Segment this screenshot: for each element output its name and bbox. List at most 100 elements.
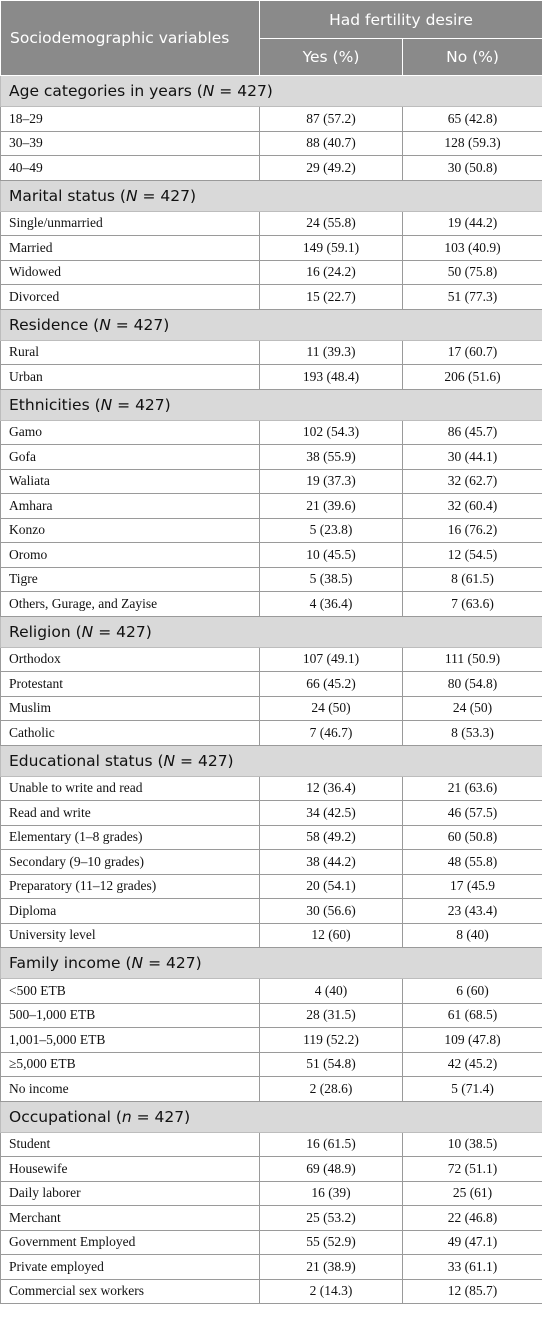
table-row: Secondary (9–10 grades) 38 (44.2) 48 (55.8… (0, 849, 542, 875)
no-value: 30 (50.8) (401, 155, 542, 181)
section-header-row: Age categories in years (N = 427) (0, 75, 542, 107)
yes-value: 2 (28.6) (259, 1076, 403, 1102)
section-title: Age categories in years (N = 427) (0, 75, 542, 107)
no-value: 25 (61) (401, 1180, 542, 1206)
no-value: 61 (68.5) (401, 1002, 542, 1028)
no-value: 17 (60.7) (401, 339, 542, 365)
yes-value: 5 (38.5) (259, 566, 403, 592)
section-title-text: Age categories in years ( (9, 82, 203, 100)
yes-value: 102 (54.3) (259, 419, 403, 445)
yes-value: 21 (38.9) (259, 1254, 403, 1280)
row-label: Daily laborer (0, 1180, 260, 1206)
yes-value: 28 (31.5) (259, 1002, 403, 1028)
row-label: Orthodox (0, 646, 260, 672)
sample-size-value: = 427) (175, 751, 234, 770)
section-header-row: Religion (N = 427) (0, 615, 542, 648)
yes-value: 4 (36.4) (259, 591, 403, 617)
sample-size-symbol: N (81, 622, 94, 641)
row-label: Konzo (0, 517, 260, 543)
row-label: Urban (0, 364, 260, 390)
yes-value: 24 (50) (259, 695, 403, 721)
row-label: 18–29 (0, 106, 260, 132)
table-row: Rural 11 (39.3) 17 (60.7) (0, 339, 542, 365)
table-row: Housewife 69 (48.9) 72 (51.1) (0, 1156, 542, 1182)
sample-size-symbol: N (99, 315, 111, 334)
variables-header: Sociodemographic variables (0, 0, 260, 76)
table-row: Private employed 21 (38.9) 33 (61.1) (0, 1254, 542, 1280)
yes-value: 38 (44.2) (259, 849, 403, 875)
sample-size-symbol: N (100, 395, 113, 414)
yes-value: 38 (55.9) (259, 444, 403, 470)
table-row: <500 ETB 4 (40) 6 (60) (0, 978, 542, 1004)
sample-size-value: = 427) (131, 1107, 191, 1126)
yes-value: 58 (49.2) (259, 824, 403, 850)
yes-value: 10 (45.5) (259, 542, 403, 568)
yes-value: 12 (60) (259, 922, 403, 948)
row-label: 1,001–5,000 ETB (0, 1027, 260, 1053)
yes-value: 16 (61.5) (259, 1131, 403, 1157)
no-value: 8 (53.3) (401, 720, 542, 746)
no-value: 17 (45.9 (401, 873, 542, 899)
table-row: Diploma 30 (56.6) 23 (43.4) (0, 898, 542, 924)
yes-value: 20 (54.1) (259, 873, 403, 899)
row-label: Elementary (1–8 grades) (0, 824, 260, 850)
row-label: No income (0, 1076, 260, 1102)
row-label: Muslim (0, 695, 260, 721)
no-value: 86 (45.7) (401, 419, 542, 445)
yes-value: 11 (39.3) (259, 339, 403, 365)
table-row: Single/unmarried 24 (55.8) 19 (44.2) (0, 210, 542, 236)
row-label: Amhara (0, 493, 260, 519)
row-label: Tigre (0, 566, 260, 592)
yes-value: 24 (55.8) (259, 210, 403, 236)
table-row: Amhara 21 (39.6) 32 (60.4) (0, 493, 542, 519)
yes-value: 107 (49.1) (259, 646, 403, 672)
sample-size-symbol: N (125, 186, 138, 205)
no-value: 111 (50.9) (401, 646, 542, 672)
yes-value: 88 (40.7) (259, 130, 403, 156)
yes-value: 21 (39.6) (259, 493, 403, 519)
table-row: Commercial sex workers 2 (14.3) 12 (85.7) (0, 1278, 542, 1304)
no-value: 49 (47.1) (401, 1229, 542, 1255)
section-title: Ethnicities (N = 427) (0, 388, 542, 421)
yes-value: 55 (52.9) (259, 1229, 403, 1255)
row-label: Merchant (0, 1205, 260, 1231)
row-label: ≥5,000 ETB (0, 1051, 260, 1077)
yes-value: 19 (37.3) (259, 468, 403, 494)
table-row: Married 149 (59.1) 103 (40.9) (0, 235, 542, 261)
table-row: Urban 193 (48.4) 206 (51.6) (0, 364, 542, 390)
fertility-desire-header: Had fertility desire (258, 0, 542, 39)
yes-value: 119 (52.2) (259, 1027, 403, 1053)
section-title-text: Religion ( (9, 622, 82, 641)
row-label: Unable to write and read (0, 775, 260, 801)
row-label: Student (0, 1131, 260, 1157)
no-column-header: No (%) (401, 38, 542, 76)
row-label: Waliata (0, 468, 260, 494)
sample-size-value: = 427) (93, 622, 152, 641)
row-label: Single/unmarried (0, 210, 260, 236)
no-value: 21 (63.6) (401, 775, 542, 801)
row-label: Gofa (0, 444, 260, 470)
table-row: No income 2 (28.6) 5 (71.4) (0, 1076, 542, 1102)
yes-value: 30 (56.6) (259, 898, 403, 924)
row-label: Rural (0, 339, 260, 365)
table-row: Divorced 15 (22.7) 51 (77.3) (0, 284, 542, 310)
row-label: Oromo (0, 542, 260, 568)
no-value: 8 (61.5) (401, 566, 542, 592)
table-row: Gofa 38 (55.9) 30 (44.1) (0, 444, 542, 470)
row-label: 30–39 (0, 130, 260, 156)
no-value: 51 (77.3) (401, 284, 542, 310)
sample-size-value: = 427) (143, 954, 202, 972)
row-label: Private employed (0, 1254, 260, 1280)
no-value: 32 (60.4) (401, 493, 542, 519)
table-row: 1,001–5,000 ETB 119 (52.2) 109 (47.8) (0, 1027, 542, 1053)
table-row: Tigre 5 (38.5) 8 (61.5) (0, 566, 542, 592)
no-value: 12 (85.7) (401, 1278, 542, 1304)
no-value: 72 (51.1) (401, 1156, 542, 1182)
table-row: Unable to write and read 12 (36.4) 21 (63.… (0, 775, 542, 801)
yes-value: 25 (53.2) (259, 1205, 403, 1231)
table-row: Government Employed 55 (52.9) 49 (47.1) (0, 1229, 542, 1255)
table-row: Preparatory (11–12 grades) 20 (54.1) 17 (4… (0, 873, 542, 899)
no-value: 80 (54.8) (401, 671, 542, 697)
section-header-row: Family income (N = 427) (0, 947, 542, 979)
yes-value: 12 (36.4) (259, 775, 403, 801)
